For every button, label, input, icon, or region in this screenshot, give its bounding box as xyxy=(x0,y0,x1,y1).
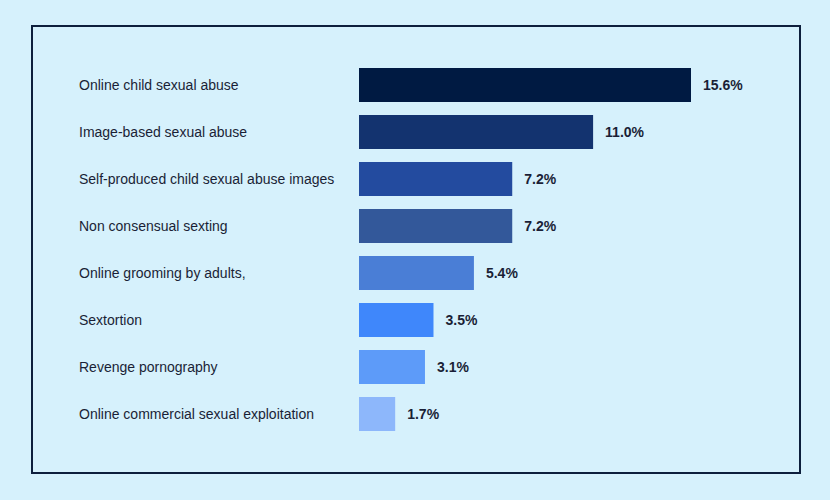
svg-text:3.5%: 3.5% xyxy=(445,312,477,328)
svg-text:5.4%: 5.4% xyxy=(486,265,518,281)
svg-text:Online grooming by adults,: Online grooming by adults, xyxy=(79,265,246,281)
svg-text:15.6%: 15.6% xyxy=(703,77,743,93)
svg-text:1.7%: 1.7% xyxy=(407,406,439,422)
svg-text:Non consensual sexting: Non consensual sexting xyxy=(79,218,228,234)
svg-text:11.0%: 11.0% xyxy=(605,124,644,140)
svg-text:Sextortion: Sextortion xyxy=(79,312,142,328)
svg-text:Online commercial sexual explo: Online commercial sexual exploitation xyxy=(79,406,314,422)
svg-text:Image-based sexual abuse: Image-based sexual abuse xyxy=(79,124,247,140)
svg-text:Revenge pornography: Revenge pornography xyxy=(79,359,218,375)
svg-text:3.1%: 3.1% xyxy=(437,359,469,375)
svg-text:7.2%: 7.2% xyxy=(524,171,556,187)
svg-text:Self-produced child sexual abu: Self-produced child sexual abuse images xyxy=(79,171,334,187)
svg-text:7.2%: 7.2% xyxy=(524,218,556,234)
svg-text:Online child sexual abuse: Online child sexual abuse xyxy=(79,77,239,93)
